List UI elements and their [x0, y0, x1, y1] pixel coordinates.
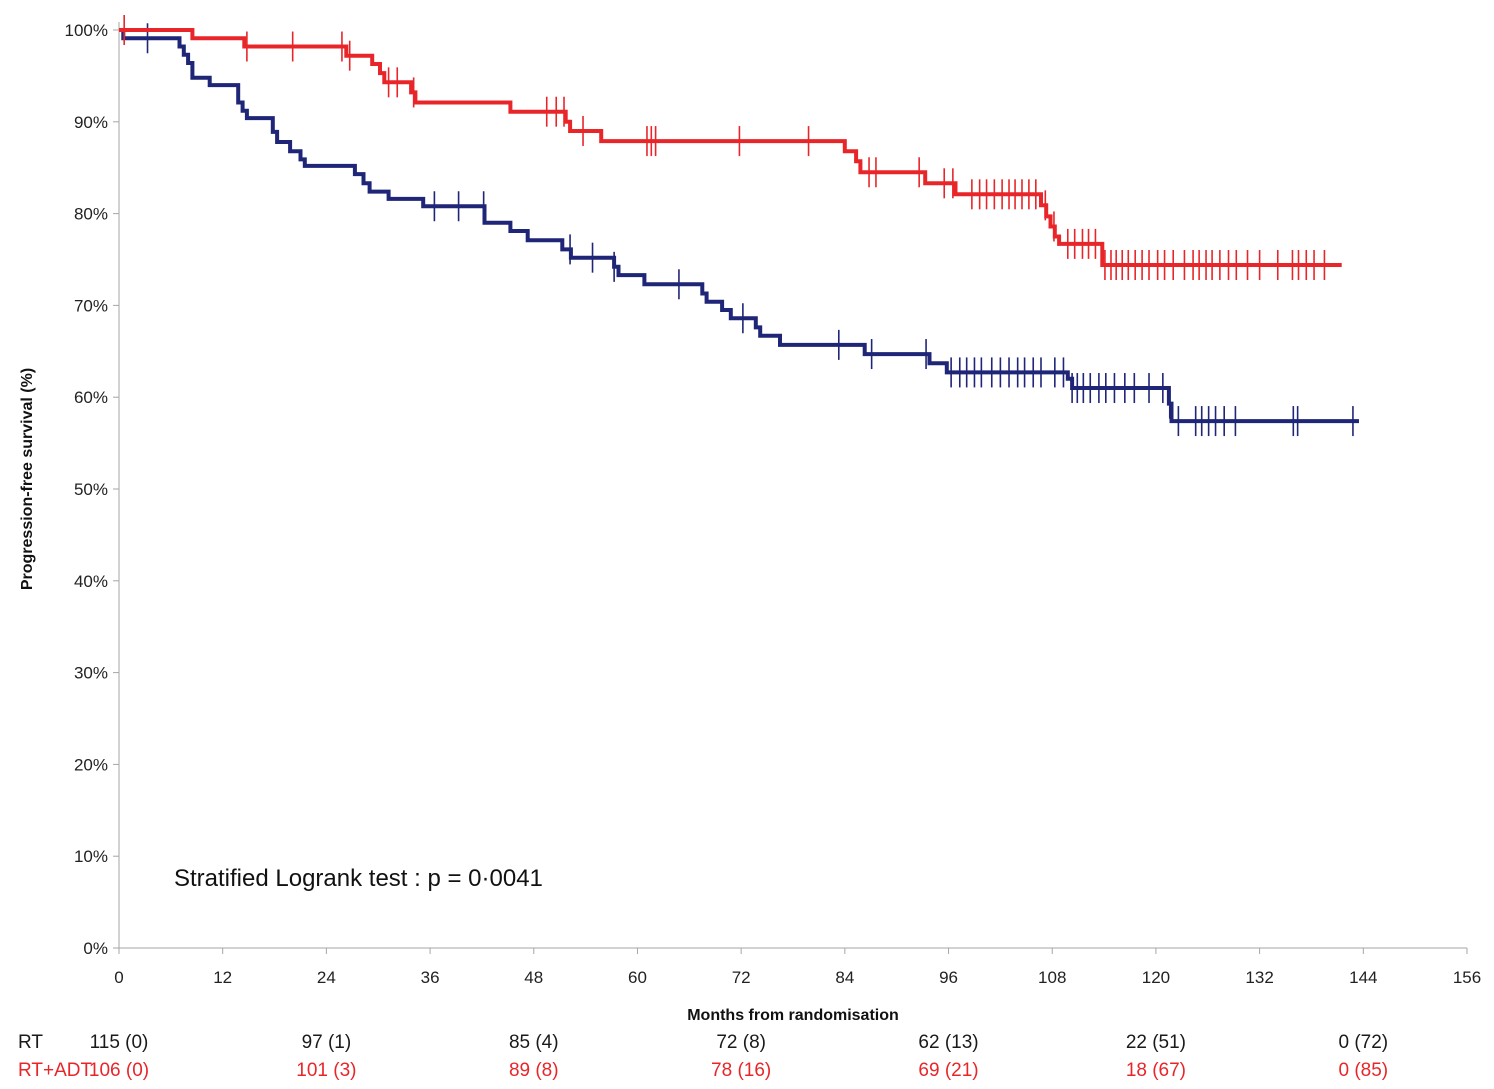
km-curve-rt_adt	[119, 28, 1342, 267]
x-tick-label: 12	[213, 968, 232, 987]
x-tick-label: 24	[317, 968, 336, 987]
y-tick-label: 30%	[74, 664, 108, 683]
y-tick-label: 60%	[74, 388, 108, 407]
axes-layer: 0% 10% 20% 30% 40% 50% 60% 70% 80% 90% 100% 0 12 24 36…	[65, 21, 1482, 987]
risk-value: 101 (3)	[296, 1060, 356, 1081]
x-tick-label: 0	[114, 968, 123, 987]
x-axis-title: Months from randomisation	[687, 1007, 899, 1024]
x-tick-label: 144	[1349, 968, 1377, 987]
risk-value: 18 (67)	[1126, 1060, 1186, 1081]
x-tick-label: 60	[628, 968, 647, 987]
y-tick-label: 40%	[74, 572, 108, 591]
risk-value: 115 (0)	[90, 1032, 149, 1053]
risk-value: 85 (4)	[509, 1032, 559, 1053]
y-tick-label: 10%	[74, 847, 108, 866]
x-tick-label: 120	[1142, 968, 1170, 987]
x-tick-label: 108	[1038, 968, 1066, 987]
risk-value: 97 (1)	[302, 1032, 352, 1053]
series-layer	[119, 15, 1359, 437]
risk-value: 0 (85)	[1338, 1060, 1388, 1081]
x-tick-label: 84	[835, 968, 854, 987]
x-tick-label: 132	[1245, 968, 1273, 987]
risk-value: 89 (8)	[509, 1060, 559, 1081]
risk-table: RT 115 (0) 97 (1) 85 (4) 72 (8) 62 (13) 22 (51…	[18, 1032, 1388, 1081]
risk-value: 72 (8)	[716, 1032, 766, 1053]
y-axis-title: Progression-free survival (%)	[19, 368, 36, 590]
risk-value: 106 (0)	[89, 1060, 149, 1081]
y-tick-label: 20%	[74, 755, 108, 774]
km-curve-rt	[119, 28, 1359, 424]
x-tick-label: 36	[421, 968, 440, 987]
risk-value: 69 (21)	[918, 1060, 978, 1081]
logrank-annotation: Stratified Logrank test : p = 0·0041	[174, 865, 543, 892]
y-tick-label: 80%	[74, 205, 108, 224]
x-tick-label: 48	[524, 968, 543, 987]
x-tick-label: 96	[939, 968, 958, 987]
risk-row-label: RT	[18, 1032, 43, 1053]
y-tick-label: 90%	[74, 113, 108, 132]
y-tick-label: 50%	[74, 480, 108, 499]
y-tick-label: 100%	[65, 21, 108, 40]
risk-row-label: RT+ADT	[18, 1060, 92, 1081]
risk-value: 62 (13)	[918, 1032, 978, 1053]
risk-value: 0 (72)	[1338, 1032, 1388, 1053]
y-tick-label: 0%	[83, 939, 108, 958]
x-tick-label: 156	[1453, 968, 1481, 987]
risk-value: 22 (51)	[1126, 1032, 1186, 1053]
risk-value: 78 (16)	[711, 1060, 771, 1081]
y-tick-label: 70%	[74, 296, 108, 315]
x-tick-label: 72	[732, 968, 751, 987]
